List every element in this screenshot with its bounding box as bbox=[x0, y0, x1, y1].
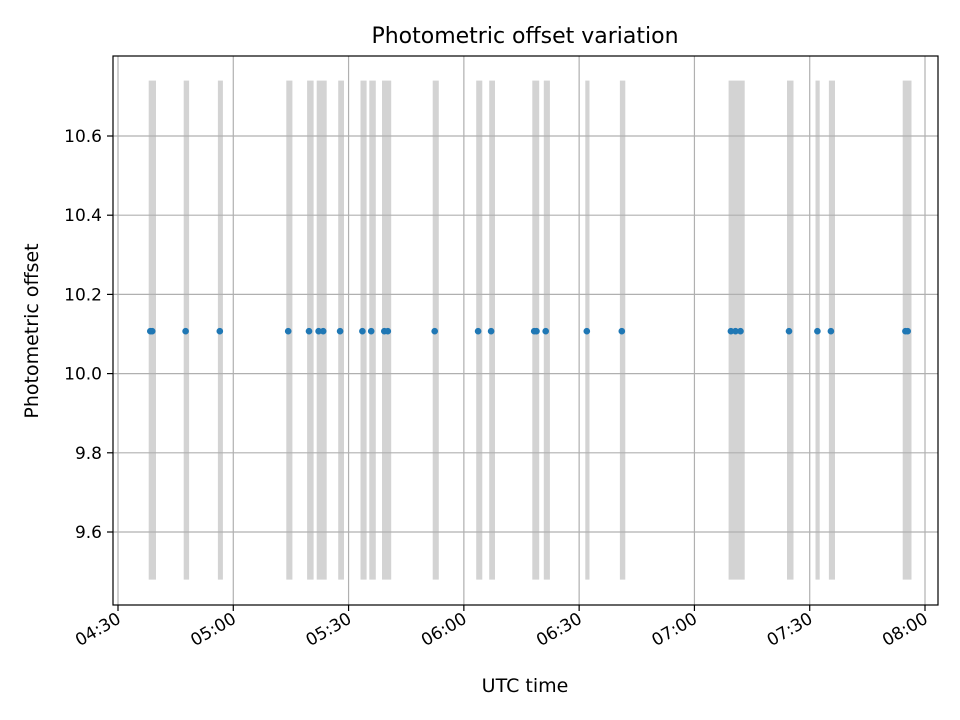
gridlines bbox=[113, 56, 938, 605]
data-point bbox=[727, 327, 735, 335]
data-points bbox=[147, 327, 911, 335]
chart-title: Photometric offset variation bbox=[371, 24, 678, 49]
data-point bbox=[542, 327, 549, 335]
y-axis-ticks: 9.6 9.8 10.0 10.2 10.4 10.6 bbox=[64, 127, 113, 543]
y-tick-label: 10.6 bbox=[64, 127, 102, 147]
data-point bbox=[336, 327, 344, 335]
data-point bbox=[827, 327, 835, 335]
data-point bbox=[737, 327, 744, 335]
y-tick-label: 10.4 bbox=[64, 206, 102, 226]
data-point bbox=[284, 327, 292, 335]
data-point bbox=[315, 327, 322, 335]
data-point bbox=[474, 327, 482, 335]
data-point bbox=[904, 327, 911, 335]
data-point bbox=[384, 327, 392, 335]
y-tick-label: 9.6 bbox=[75, 523, 102, 543]
y-axis-label: Photometric offset bbox=[21, 243, 43, 418]
data-point bbox=[732, 327, 739, 335]
data-point bbox=[319, 327, 327, 335]
y-tick-label: 9.8 bbox=[75, 444, 102, 464]
plot-frame bbox=[112, 55, 939, 606]
data-point bbox=[431, 327, 439, 335]
y-tick-label: 10.0 bbox=[64, 365, 102, 385]
data-point bbox=[814, 327, 821, 335]
data-point bbox=[305, 327, 313, 335]
data-point bbox=[583, 327, 591, 335]
data-point bbox=[618, 327, 626, 335]
plot-background bbox=[113, 56, 938, 605]
data-point bbox=[182, 327, 189, 335]
data-point bbox=[359, 327, 366, 335]
data-point bbox=[785, 327, 793, 335]
data-point bbox=[148, 327, 156, 335]
data-point bbox=[487, 327, 495, 335]
data-point bbox=[367, 327, 375, 335]
x-axis-label: UTC time bbox=[482, 675, 569, 697]
data-point bbox=[533, 327, 540, 335]
y-tick-label: 10.2 bbox=[64, 285, 102, 305]
data-point bbox=[216, 327, 224, 335]
